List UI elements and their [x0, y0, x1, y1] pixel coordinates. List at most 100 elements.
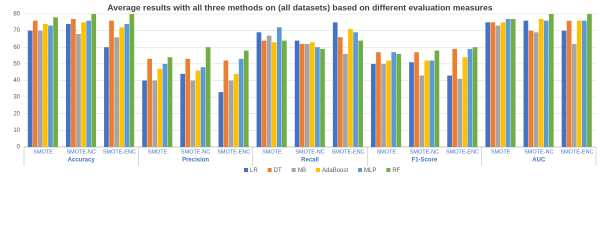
bar [271, 42, 277, 148]
bar [566, 20, 572, 147]
bar [419, 75, 424, 147]
bar [315, 47, 320, 147]
bar [320, 48, 325, 147]
bar [452, 48, 458, 147]
bar [238, 58, 244, 148]
bar [256, 32, 262, 147]
bar [348, 28, 353, 147]
bar [576, 20, 582, 147]
legend-swatch [291, 168, 296, 172]
legend-swatch [244, 168, 248, 172]
bar [353, 32, 358, 147]
bar [472, 47, 478, 147]
x-tick-label: SMOTE-ENC [217, 149, 250, 155]
bar [91, 14, 97, 147]
x-tick-label: SMOTE [262, 149, 282, 155]
bar [104, 47, 109, 147]
bar [386, 60, 391, 147]
bar [86, 20, 91, 147]
bar [409, 62, 414, 147]
bar [147, 58, 152, 148]
x-tick-label: SMOTE [33, 149, 53, 155]
bar [180, 73, 186, 147]
bar [53, 17, 58, 148]
bar [457, 78, 463, 147]
bar [129, 14, 135, 147]
bar [81, 22, 86, 147]
y-tick-label: 0 [17, 145, 21, 151]
bar [162, 63, 168, 147]
bar [304, 43, 310, 147]
x-tick-label: SMOTE-NC [524, 149, 553, 155]
y-tick-label: 20 [13, 111, 20, 117]
bar [48, 25, 53, 148]
group-label: Recall [301, 158, 319, 164]
bar [337, 37, 343, 147]
bar [65, 23, 71, 148]
x-tick-label: SMOTE [491, 149, 511, 155]
group-label: F1-Score [412, 158, 438, 164]
bar [571, 43, 577, 147]
bar [299, 43, 305, 147]
x-tick-label: SMOTE-ENC [560, 149, 593, 155]
group-label: Accuracy [68, 158, 96, 164]
y-tick-label: 70 [13, 28, 20, 34]
legend-swatch [386, 168, 391, 172]
bar [190, 80, 196, 147]
bar [429, 60, 435, 147]
bar [495, 25, 501, 148]
bar [396, 53, 402, 147]
bar [200, 67, 206, 147]
bar [582, 20, 587, 147]
y-tick-label: 80 [13, 12, 20, 18]
bar [243, 50, 249, 148]
x-tick-label: SMOTE [148, 149, 168, 155]
x-tick-label: SMOTE-NC [67, 149, 96, 155]
bar [142, 80, 147, 147]
bar [533, 32, 539, 147]
legend-swatch [316, 168, 321, 172]
bar [561, 30, 567, 147]
bar [490, 22, 496, 147]
legend-label: DT [274, 168, 282, 174]
y-tick-label: 40 [13, 78, 20, 84]
legend-label: NB [298, 168, 306, 174]
bar [505, 18, 511, 147]
bar [152, 80, 158, 147]
bar [218, 92, 224, 147]
x-tick-label: SMOTE-NC [181, 149, 210, 155]
bar [233, 73, 239, 147]
bar [195, 70, 201, 147]
bar [223, 60, 229, 147]
bar [510, 18, 516, 147]
bar [37, 30, 43, 147]
x-tick-label: SMOTE-NC [295, 149, 324, 155]
bar [261, 40, 267, 147]
bar [500, 22, 506, 147]
chart: Average results with all three methods o… [13, 2, 597, 174]
bar [124, 23, 130, 148]
bar [447, 75, 452, 147]
bar [294, 40, 300, 147]
bar [114, 37, 119, 147]
group-label: AUC [532, 158, 546, 164]
bar [538, 18, 544, 147]
bar [371, 63, 376, 147]
bar [343, 53, 348, 147]
bar [310, 42, 315, 148]
bar [157, 68, 163, 147]
y-tick-label: 10 [13, 128, 20, 134]
bar [266, 35, 272, 147]
legend-label: LR [250, 168, 258, 174]
bar [109, 20, 114, 147]
y-tick-label: 30 [13, 95, 20, 101]
bar [282, 40, 287, 147]
bar [71, 18, 76, 147]
bar [228, 80, 234, 147]
x-tick-label: SMOTE-ENC [103, 149, 136, 155]
chart-title: Average results with all three methods o… [107, 2, 492, 12]
bar [434, 50, 440, 148]
bar [462, 57, 468, 147]
bar [185, 58, 191, 148]
bar [424, 60, 430, 147]
